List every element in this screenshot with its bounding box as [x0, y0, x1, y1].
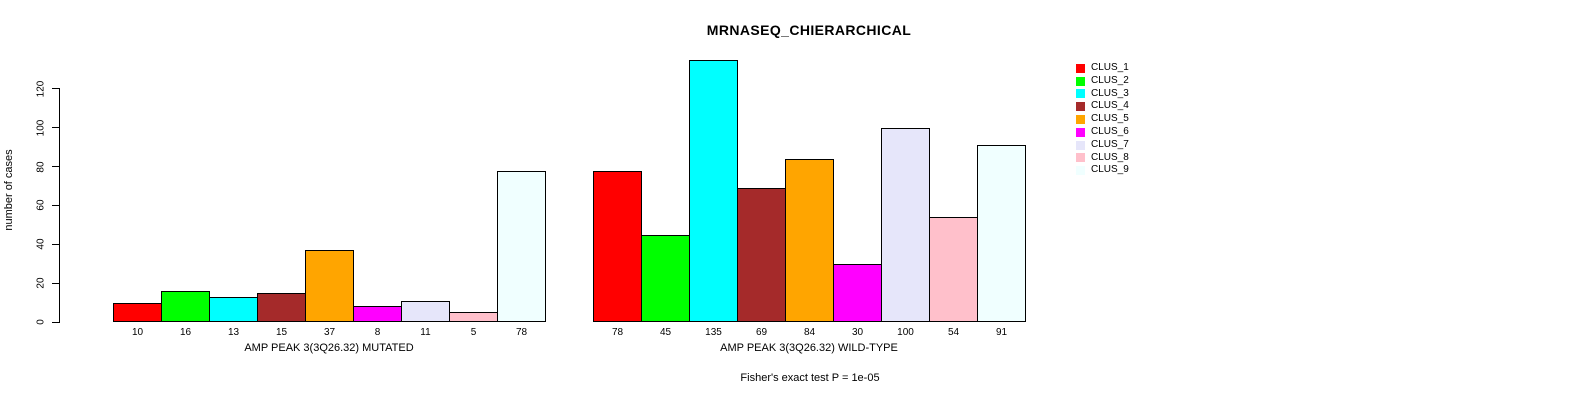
legend-swatch-icon [1076, 115, 1085, 125]
y-tick-mark [52, 243, 59, 245]
y-tick-label: 20 [35, 277, 47, 289]
legend-row: CLUS_8 [1076, 152, 1129, 165]
legend-row: CLUS_9 [1076, 164, 1129, 177]
legend-label: CLUS_5 [1091, 113, 1129, 125]
y-tick-mark [52, 204, 59, 206]
bar-value-label: 30 [851, 327, 864, 338]
y-tick-mark [52, 166, 59, 168]
y-axis-label: number of cases [3, 149, 15, 231]
bar-value-label: 135 [705, 327, 722, 338]
legend: CLUS_1 CLUS_2 CLUS_3 CLUS_4 CLUS_5 CLUS_6 CLUS… [1076, 62, 1129, 177]
bar-clus_4 [257, 293, 306, 322]
bar-clus_8 [449, 312, 498, 322]
legend-swatch-icon [1076, 89, 1085, 99]
legend-swatch-icon [1076, 76, 1085, 86]
bar-clus_7 [401, 301, 450, 322]
legend-label: CLUS_9 [1091, 164, 1129, 176]
group-label: AMP PEAK 3(3Q26.32) WILD-TYPE [720, 342, 898, 354]
group-label: AMP PEAK 3(3Q26.32) MUTATED [244, 342, 414, 354]
y-tick-mark [52, 127, 59, 129]
y-tick-label: 40 [35, 238, 47, 250]
bar-value-label: 69 [755, 327, 768, 338]
legend-label: CLUS_3 [1091, 87, 1129, 99]
bar-value-label: 100 [897, 327, 914, 338]
bar-clus_6 [833, 264, 882, 322]
bar-clus_5 [785, 159, 834, 322]
y-tick-mark [52, 282, 59, 284]
bar-clus_3 [209, 297, 258, 322]
y-tick-mark [52, 321, 59, 323]
bar-clus_1 [113, 303, 162, 322]
bar-value-label: 11 [420, 327, 431, 338]
bar-value-label: 16 [179, 327, 192, 338]
bar-value-label: 8 [374, 327, 381, 338]
legend-swatch-icon [1076, 153, 1085, 163]
legend-label: CLUS_7 [1091, 138, 1129, 150]
bar-value-label: 91 [995, 327, 1008, 338]
legend-label: CLUS_1 [1091, 62, 1129, 73]
bar-clus_1 [593, 171, 642, 322]
bar-clus_8 [929, 217, 978, 322]
legend-label: CLUS_4 [1091, 100, 1129, 112]
y-axis-line [59, 88, 60, 323]
y-tick-label: 120 [35, 80, 47, 98]
bar-value-label: 78 [515, 327, 528, 338]
bar-clus_5 [305, 250, 354, 322]
legend-row: CLUS_6 [1076, 126, 1129, 139]
bar-clus_2 [641, 235, 690, 322]
bar-clus_3 [689, 60, 738, 322]
bar-clus_2 [161, 291, 210, 322]
legend-label: CLUS_6 [1091, 125, 1129, 137]
legend-row: CLUS_4 [1076, 100, 1129, 113]
bar-clus_9 [977, 145, 1026, 322]
legend-label: CLUS_2 [1091, 74, 1129, 86]
bar-value-label: 54 [947, 327, 960, 338]
legend-row: CLUS_2 [1076, 75, 1129, 88]
bar-clus_6 [353, 306, 402, 322]
legend-swatch-icon [1076, 140, 1085, 150]
legend-swatch-icon [1076, 127, 1085, 137]
bar-value-label: 15 [275, 327, 288, 338]
bar-clus_7 [881, 128, 930, 322]
legend-row: CLUS_5 [1076, 113, 1129, 126]
bar-value-label: 13 [227, 327, 240, 338]
legend-label: CLUS_8 [1091, 151, 1129, 163]
footnote: Fisher's exact test P = 1e-05 [740, 372, 880, 384]
legend-swatch-icon [1076, 63, 1085, 73]
bar-value-label: 84 [803, 327, 816, 338]
legend-row: CLUS_3 [1076, 88, 1129, 101]
y-tick-label: 60 [35, 199, 47, 212]
bar-value-label: 5 [470, 327, 477, 338]
legend-row: CLUS_1 [1076, 62, 1129, 75]
legend-row: CLUS_7 [1076, 139, 1129, 152]
y-tick-mark [52, 88, 59, 90]
bar-value-label: 10 [131, 327, 144, 338]
bar-clus_4 [737, 188, 786, 322]
legend-swatch-icon [1076, 102, 1085, 112]
y-tick-label: 100 [35, 119, 47, 137]
bar-value-label: 37 [323, 327, 336, 338]
chart-title: MRNASEQ_CHIERARCHICAL [706, 22, 912, 38]
bar-value-label: 78 [611, 327, 624, 338]
bar-value-label: 45 [659, 327, 672, 338]
bar-clus_9 [497, 171, 546, 322]
y-tick-label: 0 [35, 319, 47, 325]
y-tick-label: 80 [35, 161, 47, 173]
legend-swatch-icon [1076, 166, 1085, 176]
